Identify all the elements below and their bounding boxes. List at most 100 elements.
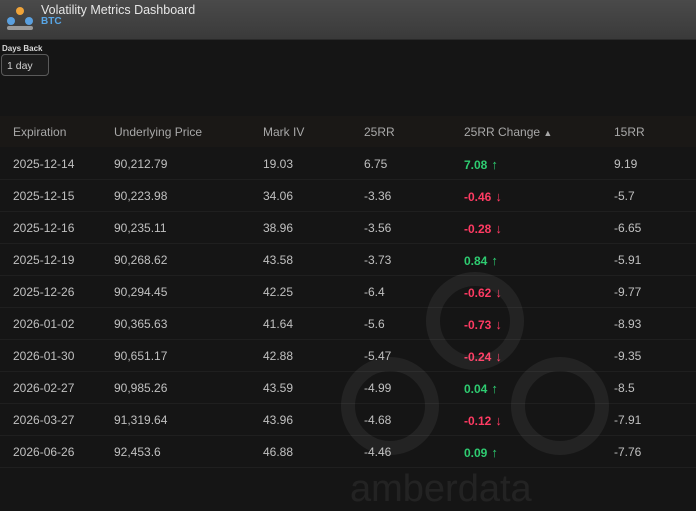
rr15-cell: -8.5 — [614, 381, 635, 395]
column-header-mark-iv[interactable]: Mark IV — [263, 125, 305, 139]
rr15-cell: -8.93 — [614, 317, 642, 331]
days-back-label: Days Back — [2, 44, 43, 53]
rr15-cell: -9.35 — [614, 349, 642, 363]
rr25-change-cell: 7.08 ↑ — [464, 157, 498, 172]
expiration-cell: 2026-02-27 — [13, 381, 75, 395]
rr15-cell: -9.77 — [614, 285, 642, 299]
mark-iv-cell: 38.96 — [263, 221, 294, 235]
rr25-cell: -5.47 — [364, 349, 392, 363]
expiration-cell: 2025-12-26 — [13, 285, 75, 299]
mark-iv-cell: 41.64 — [263, 317, 294, 331]
table-row[interactable]: 2025-12-16 90,235.11 38.96 -3.56 -0.28 ↓ -6.65 — [0, 211, 696, 244]
rr25-cell: -4.46 — [364, 445, 392, 459]
rr25-change-cell: -0.62 ↓ — [464, 285, 502, 300]
app-header: Volatility Metrics Dashboard BTC — [0, 0, 696, 40]
mark-iv-cell: 34.06 — [263, 189, 294, 203]
rr25-change-cell: -0.73 ↓ — [464, 317, 502, 332]
underlying-price-cell: 90,223.98 — [114, 189, 168, 203]
table-row[interactable]: 2025-12-26 90,294.45 42.25 -6.4 -0.62 ↓ -9.77 — [0, 275, 696, 308]
rr25-change-cell: -0.24 ↓ — [464, 349, 502, 364]
rr25-cell: -4.68 — [364, 413, 392, 427]
sort-ascending-icon: ▲ — [543, 128, 553, 138]
table-row[interactable]: 2025-12-19 90,268.62 43.58 -3.73 0.84 ↑ -5.91 — [0, 243, 696, 276]
expiration-cell: 2025-12-19 — [13, 253, 75, 267]
table-row[interactable]: 2026-01-30 90,651.17 42.88 -5.47 -0.24 ↓ -9.35 — [0, 339, 696, 372]
expiration-cell: 2026-01-02 — [13, 317, 75, 331]
expiration-cell: 2025-12-14 — [13, 157, 75, 171]
watermark-text: amberdata — [350, 468, 533, 510]
arrow-down-icon: ↓ — [495, 413, 502, 428]
mark-iv-cell: 42.88 — [263, 349, 294, 363]
expiration-cell: 2026-01-30 — [13, 349, 75, 363]
underlying-price-cell: 90,651.17 — [114, 349, 168, 363]
rr25-cell: -3.73 — [364, 253, 392, 267]
rr25-cell: -4.99 — [364, 381, 392, 395]
rr25-change-cell: -0.28 ↓ — [464, 221, 502, 236]
table-row[interactable]: 2026-01-02 90,365.63 41.64 -5.6 -0.73 ↓ -8.93 — [0, 307, 696, 340]
rr15-cell: -5.7 — [614, 189, 635, 203]
mark-iv-cell: 43.96 — [263, 413, 294, 427]
underlying-price-cell: 91,319.64 — [114, 413, 168, 427]
mark-iv-cell: 43.58 — [263, 253, 294, 267]
metrics-table: Expiration Underlying Price Mark IV 25RR… — [0, 116, 696, 510]
underlying-price-cell: 90,365.63 — [114, 317, 168, 331]
rr25-change-value: 0.04 — [464, 382, 488, 396]
column-header-underlying-price[interactable]: Underlying Price — [114, 125, 203, 139]
arrow-up-icon: ↑ — [491, 445, 498, 460]
dashboard-title: Volatility Metrics Dashboard — [41, 3, 196, 17]
rr25-change-cell: 0.84 ↑ — [464, 253, 498, 268]
rr25-cell: -5.6 — [364, 317, 385, 331]
expiration-cell: 2025-12-16 — [13, 221, 75, 235]
table-row[interactable]: 2026-02-27 90,985.26 43.59 -4.99 0.04 ↑ -8.5 — [0, 371, 696, 404]
underlying-price-cell: 90,212.79 — [114, 157, 168, 171]
underlying-price-cell: 90,235.11 — [114, 221, 167, 235]
rr15-cell: -7.76 — [614, 445, 642, 459]
controls-panel: Days Back 1 day — [0, 40, 696, 116]
arrow-down-icon: ↓ — [495, 221, 502, 236]
rr25-change-cell: -0.46 ↓ — [464, 189, 502, 204]
mark-iv-cell: 42.25 — [263, 285, 294, 299]
rr25-change-value: -0.12 — [464, 414, 492, 428]
rr25-cell: 6.75 — [364, 157, 388, 171]
column-header-25rr[interactable]: 25RR — [364, 125, 395, 139]
amberdata-logo-icon — [7, 7, 33, 30]
arrow-down-icon: ↓ — [495, 349, 502, 364]
rr25-change-value: -0.28 — [464, 222, 492, 236]
rr25-change-value: 0.09 — [464, 446, 488, 460]
rr15-cell: 9.19 — [614, 157, 638, 171]
arrow-down-icon: ↓ — [495, 189, 502, 204]
rr25-change-value: -0.46 — [464, 190, 492, 204]
table-header: Expiration Underlying Price Mark IV 25RR… — [0, 116, 696, 147]
rr25-cell: -3.56 — [364, 221, 392, 235]
table-row[interactable]: 2026-03-27 91,319.64 43.96 -4.68 -0.12 ↓ -7.91 — [0, 403, 696, 436]
rr25-cell: -6.4 — [364, 285, 385, 299]
column-header-25rr-change[interactable]: 25RR Change ▲ — [464, 125, 552, 139]
column-header-expiration[interactable]: Expiration — [13, 125, 67, 139]
rr25-change-value: 0.84 — [464, 254, 488, 268]
rr15-cell: -5.91 — [614, 253, 642, 267]
underlying-price-cell: 90,268.62 — [114, 253, 168, 267]
arrow-up-icon: ↑ — [491, 253, 498, 268]
underlying-price-cell: 90,294.45 — [114, 285, 168, 299]
arrow-up-icon: ↑ — [491, 381, 498, 396]
table-row[interactable]: 2025-12-14 90,212.79 19.03 6.75 7.08 ↑ 9.19 — [0, 147, 696, 180]
days-back-select[interactable]: 1 day — [1, 54, 49, 76]
rr15-cell: -6.65 — [614, 221, 642, 235]
column-header-25rr-change-label: 25RR Change — [464, 125, 541, 139]
rr25-change-value: 7.08 — [464, 158, 488, 172]
rr25-change-value: -0.73 — [464, 318, 492, 332]
expiration-cell: 2026-03-27 — [13, 413, 75, 427]
table-row[interactable]: 2026-06-26 92,453.6 46.88 -4.46 0.09 ↑ -7.76 — [0, 435, 696, 468]
asset-subtitle: BTC — [41, 16, 62, 27]
mark-iv-cell: 19.03 — [263, 157, 294, 171]
mark-iv-cell: 43.59 — [263, 381, 294, 395]
arrow-down-icon: ↓ — [495, 285, 502, 300]
rr25-change-cell: 0.04 ↑ — [464, 381, 498, 396]
rr15-cell: -7.91 — [614, 413, 642, 427]
table-row[interactable]: 2025-12-15 90,223.98 34.06 -3.36 -0.46 ↓ -5.7 — [0, 179, 696, 212]
arrow-up-icon: ↑ — [491, 157, 498, 172]
column-header-15rr[interactable]: 15RR — [614, 125, 645, 139]
underlying-price-cell: 92,453.6 — [114, 445, 161, 459]
rr25-change-value: -0.62 — [464, 286, 492, 300]
expiration-cell: 2025-12-15 — [13, 189, 75, 203]
